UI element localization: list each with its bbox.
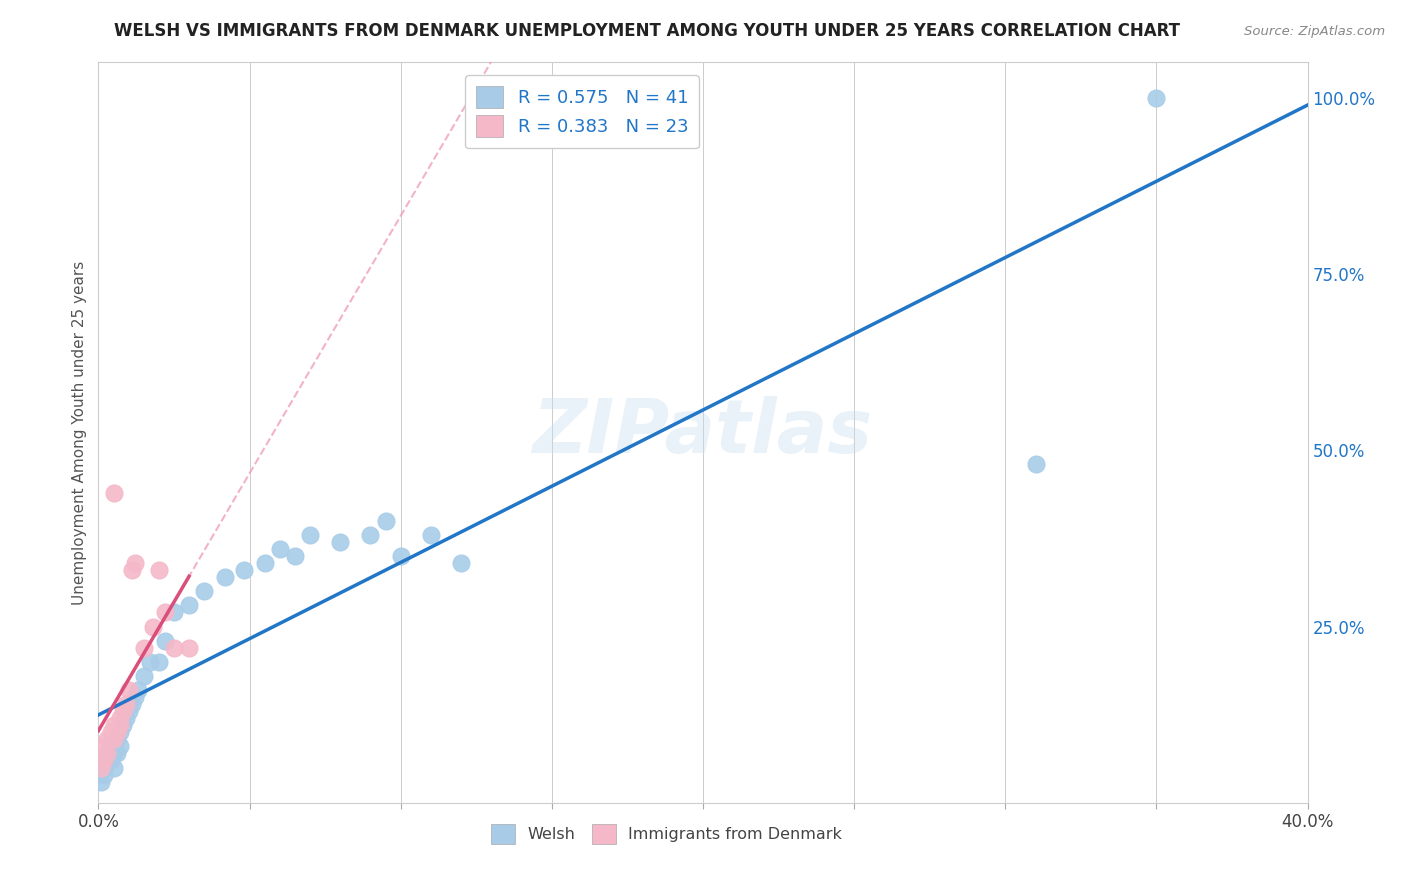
Point [360, 528, 382, 542]
Text: WELSH VS IMMIGRANTS FROM DENMARK UNEMPLOYMENT AMONG YOUTH UNDER 25 YEARS CORRELA: WELSH VS IMMIGRANTS FROM DENMARK UNEMPLO… [114, 22, 1180, 40]
Point [389, 549, 412, 563]
Point [284, 549, 307, 563]
Point [193, 584, 215, 599]
Point [105, 747, 128, 761]
Point [100, 725, 122, 739]
Point [450, 556, 472, 570]
Point [96, 747, 118, 761]
Point [132, 669, 155, 683]
Point [103, 718, 125, 732]
Point [100, 754, 122, 768]
Point [118, 704, 141, 718]
Point [103, 732, 125, 747]
Point [121, 563, 143, 577]
Legend: Welsh, Immigrants from Denmark: Welsh, Immigrants from Denmark [485, 818, 849, 850]
Point [132, 640, 155, 655]
Point [139, 655, 162, 669]
Point [93, 739, 115, 754]
Point [103, 739, 125, 754]
Point [90, 760, 112, 774]
Point [90, 774, 112, 789]
Point [127, 683, 149, 698]
Point [1024, 458, 1046, 472]
Point [114, 711, 136, 725]
Point [374, 514, 396, 528]
Point [329, 535, 352, 549]
Point [108, 718, 131, 732]
Point [148, 655, 170, 669]
Point [96, 732, 118, 747]
Point [179, 640, 201, 655]
Y-axis label: Unemployment Among Youth under 25 years: Unemployment Among Youth under 25 years [72, 260, 87, 605]
Point [114, 697, 136, 711]
Point [96, 754, 118, 768]
Point [1144, 91, 1167, 105]
Point [118, 683, 141, 698]
Point [100, 739, 122, 754]
Point [111, 704, 134, 718]
Point [179, 599, 201, 613]
Point [105, 732, 128, 747]
Point [93, 767, 115, 781]
Point [105, 725, 128, 739]
Point [103, 747, 125, 761]
Point [93, 754, 115, 768]
Point [163, 640, 186, 655]
Point [253, 556, 276, 570]
Point [121, 697, 143, 711]
Point [269, 541, 291, 556]
Point [214, 570, 236, 584]
Point [299, 528, 322, 542]
Text: Source: ZipAtlas.com: Source: ZipAtlas.com [1244, 25, 1385, 38]
Point [153, 606, 176, 620]
Point [108, 711, 131, 725]
Point [163, 606, 186, 620]
Text: ZIPatlas: ZIPatlas [533, 396, 873, 469]
Point [153, 633, 176, 648]
Point [96, 747, 118, 761]
Point [111, 718, 134, 732]
Point [148, 563, 170, 577]
Point [420, 528, 443, 542]
Point [108, 739, 131, 754]
Point [103, 485, 125, 500]
Point [232, 563, 254, 577]
Point [93, 760, 115, 774]
Point [124, 556, 146, 570]
Point [108, 725, 131, 739]
Point [142, 619, 165, 633]
Point [124, 690, 146, 704]
Point [103, 760, 125, 774]
